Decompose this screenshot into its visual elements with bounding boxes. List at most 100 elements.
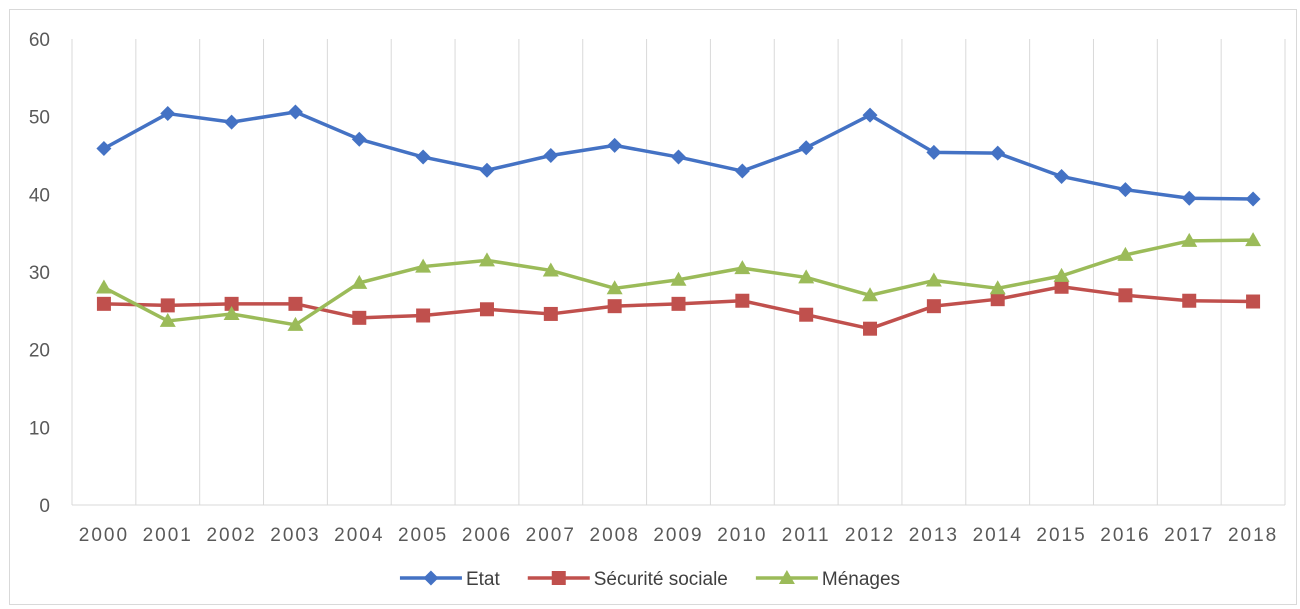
- x-tick-label: 2000: [79, 525, 129, 546]
- data-point: [95, 279, 112, 294]
- data-point: [1054, 168, 1070, 184]
- data-point: [351, 274, 368, 289]
- data-point: [415, 258, 432, 273]
- data-point: [352, 310, 367, 325]
- data-point: [1054, 279, 1069, 294]
- data-point: [1181, 190, 1197, 206]
- data-point: [1117, 182, 1133, 198]
- data-point: [925, 272, 942, 287]
- x-tick-label: 2010: [717, 525, 767, 546]
- data-point: [926, 299, 941, 314]
- chart-frame: [9, 9, 1297, 605]
- data-point: [1053, 267, 1070, 282]
- data-point: [1246, 294, 1261, 309]
- x-tick-label: 2006: [462, 525, 512, 546]
- data-point: [160, 106, 176, 122]
- data-point: [607, 299, 622, 314]
- data-point: [989, 280, 1006, 295]
- data-point: [542, 262, 559, 277]
- legend-swatch-marker: [423, 570, 439, 586]
- data-point: [734, 163, 750, 179]
- series-securite-sociale: [96, 279, 1261, 336]
- data-point: [1117, 246, 1134, 261]
- data-point: [990, 145, 1006, 161]
- data-point: [1181, 232, 1198, 247]
- x-tick-label: 2015: [1036, 525, 1086, 546]
- series-layer: [95, 104, 1262, 336]
- x-tick-label: 2002: [206, 525, 256, 546]
- data-point: [606, 280, 623, 295]
- data-point: [543, 306, 558, 321]
- legend-label: Ménages: [822, 569, 900, 590]
- x-axis-tick-labels: 2000 2001 2002 2003 2004 2005 2006 2007 2008 2009…: [79, 525, 1278, 546]
- legend-swatch-marker: [551, 571, 566, 585]
- series-etat: [96, 104, 1261, 207]
- data-point: [224, 114, 240, 130]
- x-tick-label: 2011: [782, 525, 831, 546]
- x-tick-label: 2012: [845, 525, 895, 546]
- y-tick-label: 40: [29, 185, 50, 206]
- data-point: [798, 140, 814, 156]
- data-point: [734, 260, 751, 275]
- data-point: [478, 252, 495, 267]
- data-point: [1182, 293, 1197, 308]
- data-point: [1118, 288, 1133, 303]
- data-point: [288, 296, 303, 311]
- data-point: [670, 271, 687, 286]
- x-tick-label: 2018: [1228, 525, 1278, 546]
- y-tick-label: 50: [29, 108, 50, 129]
- x-tick-label: 2003: [270, 525, 320, 546]
- x-tick-label: 2014: [973, 525, 1023, 546]
- data-point: [798, 269, 815, 284]
- data-point: [160, 298, 175, 313]
- data-point: [479, 302, 494, 317]
- legend-item: Sécurité sociale: [527, 569, 728, 590]
- y-tick-label: 0: [39, 496, 50, 517]
- x-tick-label: 2004: [334, 525, 384, 546]
- data-point: [224, 296, 239, 311]
- legend-swatch-marker: [778, 570, 795, 584]
- data-point: [799, 307, 814, 322]
- x-tick-label: 2009: [653, 525, 703, 546]
- x-tick-label: 2016: [1100, 525, 1150, 546]
- data-point: [1245, 232, 1262, 247]
- data-point: [96, 141, 112, 157]
- legend-label: Etat: [466, 569, 501, 590]
- y-tick-label: 60: [29, 30, 50, 51]
- data-point: [863, 321, 878, 336]
- data-point: [416, 308, 431, 323]
- legend-label: Sécurité sociale: [594, 569, 728, 590]
- data-point: [287, 316, 304, 331]
- data-point: [671, 149, 686, 165]
- data-point: [926, 144, 942, 160]
- data-point: [862, 107, 878, 123]
- data-point: [671, 296, 686, 311]
- data-point: [862, 287, 879, 302]
- y-tick-label: 30: [29, 263, 50, 284]
- data-point: [990, 292, 1005, 307]
- y-axis-tick-labels: 0 10 20 30 40 50 60: [29, 30, 50, 517]
- legend-item: Etat: [399, 569, 501, 590]
- x-tick-label: 2001: [143, 525, 193, 546]
- data-point: [735, 293, 750, 308]
- x-tick-label: 2007: [526, 525, 576, 546]
- data-point: [479, 162, 495, 178]
- data-point: [351, 131, 367, 147]
- data-point: [287, 104, 303, 120]
- x-tick-label: 2017: [1164, 525, 1214, 546]
- legend: Etat Sécurité sociale Ménages: [399, 569, 900, 590]
- data-point: [1245, 191, 1261, 207]
- data-point: [159, 312, 176, 327]
- y-tick-label: 10: [29, 418, 50, 439]
- data-point: [543, 148, 559, 163]
- legend-item: Ménages: [755, 569, 900, 590]
- x-tick-label: 2013: [909, 525, 959, 546]
- data-point: [96, 296, 111, 311]
- series-menages: [95, 232, 1262, 331]
- x-tick-label: 2005: [398, 525, 448, 546]
- data-point: [415, 149, 431, 165]
- x-tick-label: 2008: [590, 525, 640, 546]
- data-point: [607, 137, 623, 153]
- y-tick-label: 20: [29, 341, 50, 362]
